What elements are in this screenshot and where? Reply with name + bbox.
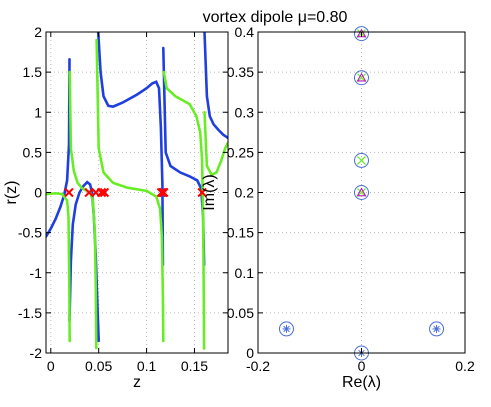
zero-marker: [156, 187, 167, 198]
left-curves: [46, 32, 228, 351]
y-tick-label: 0: [246, 345, 254, 361]
eigenvalue-x-stroke: [357, 155, 366, 165]
eigenvalue-x: [357, 155, 366, 165]
eigenvalue-star-stroke: [283, 325, 290, 333]
x-tick-label: 0: [47, 358, 55, 374]
eigenvalue-circle: [354, 152, 369, 168]
eigenvalue-circle: [354, 70, 369, 86]
zero-marker-stroke: [156, 187, 167, 198]
eigenvalue-circle: [278, 321, 294, 337]
series-blue-line: [162, 46, 206, 266]
eigenvalue-x: [357, 73, 366, 83]
zero-marker-stroke: [64, 187, 74, 198]
eigenvalue-circle: [429, 321, 445, 337]
y-tick-label: -0.5: [18, 225, 42, 241]
eigenvalue-x-stroke: [357, 73, 366, 83]
y-tick-label: 1: [34, 104, 42, 120]
figure-title: vortex dipole μ=0.80: [203, 9, 348, 26]
eigenvalue-triangle: [356, 72, 367, 82]
left-ticks: 0 0.05 0.1 0.15 -2 -1.5 -1 -0.5 0 0.5 1 1.5 2: [18, 24, 228, 374]
y-tick-label: 0.15: [227, 225, 254, 241]
left-zero-markers: [64, 187, 207, 198]
x-tick-label: 0: [358, 358, 366, 374]
y-tick-label: -2: [30, 345, 43, 361]
left-y-axis-label: r(z): [3, 181, 20, 205]
zero-marker-stroke: [99, 187, 110, 198]
x-tick-label: 0.05: [85, 358, 112, 374]
series-green-line: [95, 38, 165, 343]
left-axes: 0 0.05 0.1 0.15 -2 -1.5 -1 -0.5 0 0.5 1 1.5 2 z r(z): [3, 24, 229, 391]
right-ticks: -0.2 0 0.200.050.10.150.20.250.30.350.4: [227, 24, 475, 374]
right-axes: -0.2 0 0.200.050.10.150.20.250.30.350.4 Re…: [201, 24, 475, 391]
zero-marker: [197, 187, 207, 198]
x-tick-label: 0.2: [455, 358, 475, 374]
y-tick-label: 0.3: [235, 104, 255, 120]
zero-marker-stroke: [96, 187, 107, 198]
y-tick-label: 0.1: [235, 265, 255, 281]
eigenvalue-x: [357, 188, 366, 197]
eigenvalue-star: [282, 324, 291, 333]
y-tick-label: 1.5: [23, 64, 43, 80]
eigenvalue-star: [432, 324, 441, 333]
series-green-line: [162, 70, 206, 351]
zero-marker-stroke: [159, 187, 169, 198]
zero-marker-stroke: [197, 187, 207, 198]
zero-marker: [64, 187, 74, 198]
zero-marker: [99, 187, 110, 198]
y-tick-label: 0.4: [235, 24, 255, 40]
y-tick-label: 0.5: [23, 144, 43, 160]
series-blue-line: [203, 32, 228, 140]
eigenvalue-circle: [354, 185, 369, 200]
y-tick-label: 0.25: [227, 144, 254, 160]
zero-marker: [96, 187, 107, 198]
series-green-line: [46, 191, 71, 343]
left-x-axis-label: z: [133, 374, 141, 391]
y-tick-label: 0.35: [227, 64, 254, 80]
y-tick-label: 2: [34, 24, 42, 40]
y-tick-label: -1: [30, 265, 43, 281]
y-tick-label: -1.5: [18, 305, 42, 321]
series-blue-line: [46, 58, 71, 238]
series-blue-line: [96, 32, 165, 266]
eigenvalue-star-stroke: [433, 325, 440, 333]
right-x-axis-label: Re(λ): [342, 374, 381, 391]
x-tick-label: -0.2: [246, 358, 270, 374]
eigenvalue-triangle: [356, 187, 367, 197]
series-green-line: [203, 111, 228, 177]
zero-marker: [159, 187, 169, 198]
x-tick-label: 0.1: [137, 358, 157, 374]
right-y-axis-label: Im(λ): [201, 174, 218, 210]
eigenvalue-circle: [354, 26, 369, 42]
x-tick-label: 0.15: [181, 358, 208, 374]
eigenvalue-x-stroke: [357, 188, 366, 197]
y-tick-label: 0.2: [235, 185, 255, 201]
y-tick-label: 0: [34, 185, 42, 201]
y-tick-label: 0.05: [227, 305, 254, 321]
